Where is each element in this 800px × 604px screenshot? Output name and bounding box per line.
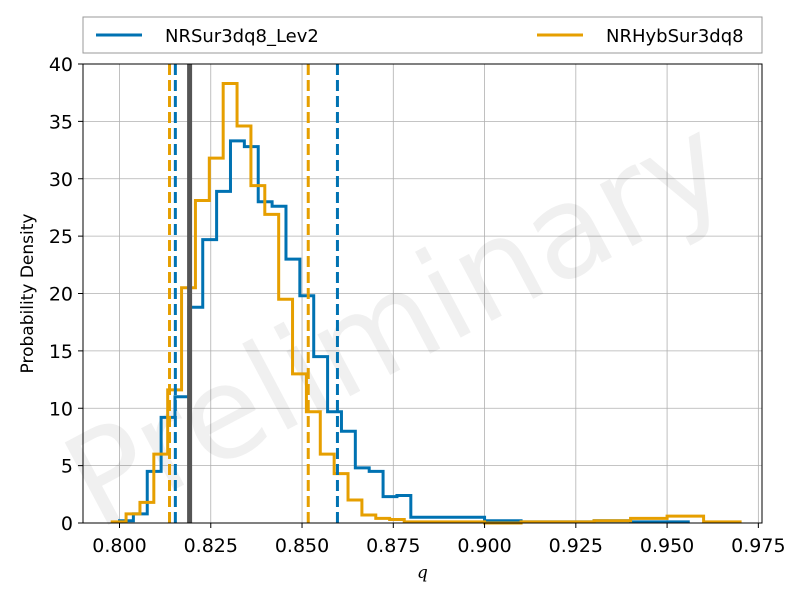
y-tick-label-1: 5 [61, 456, 73, 478]
x-tick-label-3: 0.875 [366, 535, 420, 557]
legend: NRSur3dq8_Lev2 NRHybSur3dq8 [82, 16, 763, 54]
y-tick-label-7: 35 [49, 111, 73, 133]
x-tick-label-0: 0.800 [92, 535, 146, 557]
y-tick-label-3: 15 [49, 341, 73, 363]
y-tick-label-5: 25 [49, 226, 73, 248]
y-tick-label-0: 0 [61, 513, 73, 535]
y-tick-label-6: 30 [49, 169, 73, 191]
y-axis-label: Probability Density [18, 214, 38, 374]
x-tick-label-1: 0.825 [184, 535, 238, 557]
y-tick-label-4: 20 [49, 284, 73, 306]
x-tick-label-6: 0.950 [640, 535, 694, 557]
x-tick-label-5: 0.925 [549, 535, 603, 557]
x-tick-label-7: 0.975 [731, 535, 785, 557]
series-1 [110, 82, 742, 525]
y-tick-label-2: 10 [49, 398, 73, 420]
legend-label-1: NRHybSur3dq8 [606, 26, 744, 47]
x-tick-label-4: 0.900 [457, 535, 511, 557]
legend-label-0: NRSur3dq8_Lev2 [165, 26, 319, 47]
histogram-step-1 [110, 82, 742, 525]
y-tick-label-8: 40 [49, 54, 73, 76]
x-axis-label: q [417, 563, 428, 583]
legend-box [82, 16, 763, 54]
x-tick-label-2: 0.850 [275, 535, 329, 557]
